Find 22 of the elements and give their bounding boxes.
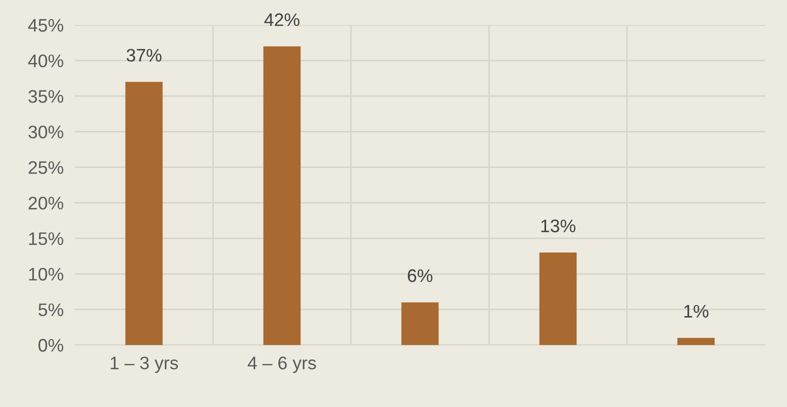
x-tick-label: 1 – 3 yrs [110, 356, 178, 373]
bar [125, 82, 163, 345]
data-label: 13% [541, 220, 576, 232]
data-label: 6% [408, 269, 432, 282]
y-tick-label: 45% [28, 19, 64, 32]
y-tick-label: 25% [28, 161, 64, 174]
y-tick-label: 40% [28, 54, 64, 68]
y-tick-label: 0% [38, 338, 64, 352]
bar [263, 46, 301, 345]
y-tick-label: 20% [28, 196, 64, 210]
data-label: 42% [264, 13, 300, 26]
y-tick-label: 35% [28, 90, 64, 103]
y-tick-label: 10% [29, 268, 64, 281]
data-label: 37% [126, 48, 162, 62]
bar [401, 302, 439, 345]
x-tick-label: 4 – 6 yrs [248, 356, 316, 373]
bar [677, 338, 715, 345]
data-label: 1% [684, 304, 708, 318]
y-tick-label: 30% [28, 126, 64, 138]
bar [539, 252, 577, 345]
y-tick-label: 5% [38, 303, 64, 316]
y-tick-label: 15% [29, 232, 64, 246]
